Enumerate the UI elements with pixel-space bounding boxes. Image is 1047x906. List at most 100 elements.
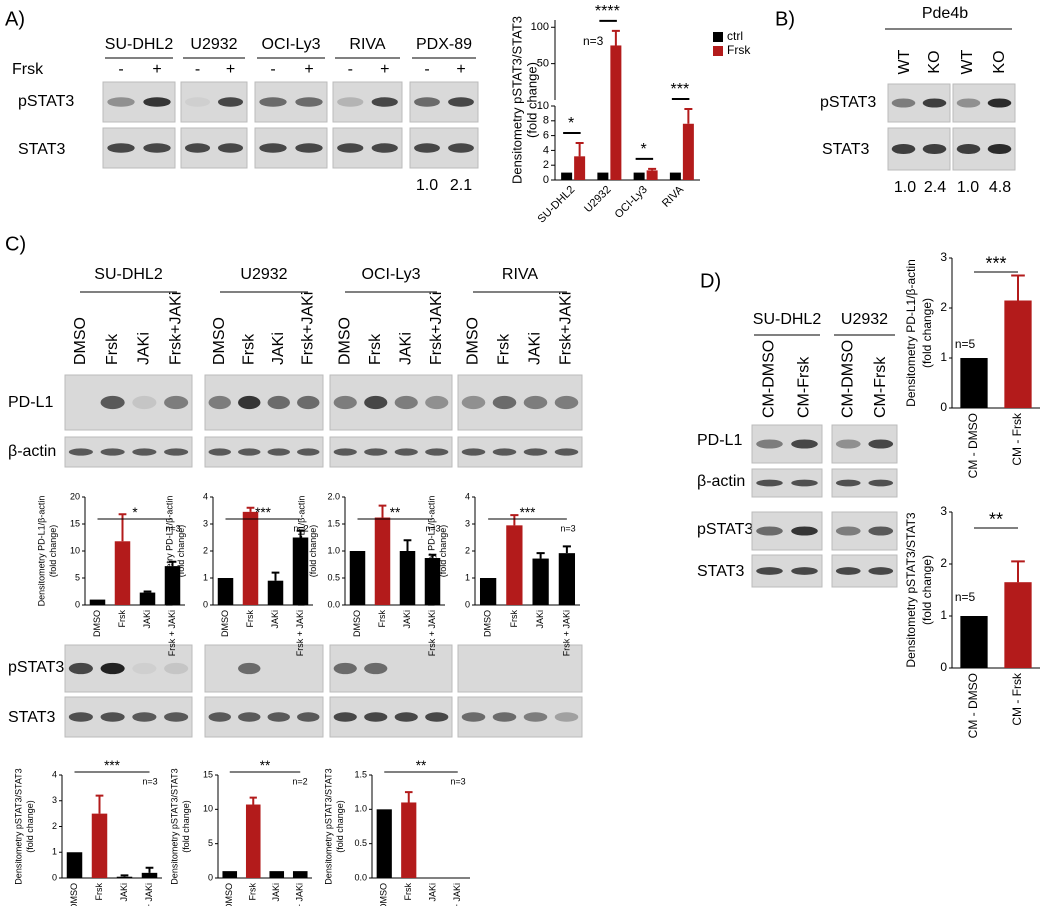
band xyxy=(107,143,135,153)
y-tick-label: 0.0 xyxy=(354,872,367,882)
y-axis-label: Densitometry PD-L1/β-actin xyxy=(36,496,46,607)
x-tick-label: CM - DMSO xyxy=(966,413,980,478)
significance: *** xyxy=(520,505,537,520)
y-axis-label: (fold change) xyxy=(335,800,345,853)
significance: ** xyxy=(260,758,271,773)
lane-label: JAKi xyxy=(397,332,414,365)
cell-line: U2932 xyxy=(841,311,888,328)
y-tick-label: 0.5 xyxy=(354,838,367,848)
y-axis-label: (fold change) xyxy=(920,555,934,625)
y-tick-label: 15 xyxy=(203,769,213,779)
y-tick-label: 2 xyxy=(543,159,549,171)
band xyxy=(238,448,261,456)
n-label: n=5 xyxy=(955,590,976,604)
band xyxy=(164,662,189,675)
band xyxy=(554,712,579,722)
quantification: 2.4 xyxy=(924,179,946,196)
band xyxy=(425,395,449,410)
bar xyxy=(610,45,622,180)
row-label: PD-L1 xyxy=(8,394,53,411)
band xyxy=(492,712,517,722)
band xyxy=(756,479,783,487)
bar xyxy=(164,566,181,605)
x-tick-label: JAKi xyxy=(535,610,545,629)
band xyxy=(394,712,418,722)
band xyxy=(425,712,449,722)
y-tick-label: 50 xyxy=(537,58,549,70)
band xyxy=(364,395,388,410)
error-bar xyxy=(510,514,519,526)
panel-label: C) xyxy=(5,233,26,255)
band xyxy=(333,448,357,456)
band xyxy=(791,567,818,575)
band xyxy=(835,479,861,487)
band xyxy=(756,526,783,536)
cell-line: SU-DHL2 xyxy=(753,311,822,328)
y-tick-label: 0 xyxy=(940,400,947,414)
lane-label: DMSO xyxy=(336,317,353,365)
bar xyxy=(561,172,573,180)
band xyxy=(835,567,861,575)
lane-label: + xyxy=(226,61,235,78)
row-label: pSTAT3 xyxy=(8,659,64,676)
x-tick-label: JAKi xyxy=(119,883,129,902)
band xyxy=(208,448,231,456)
lane-label: DMSO xyxy=(465,317,482,365)
lane-label: JAKi xyxy=(527,332,544,365)
band xyxy=(259,97,287,107)
lane-label: + xyxy=(152,61,161,78)
cell-line: SU-DHL2 xyxy=(105,36,174,53)
x-tick-label: OCI-Ly3 xyxy=(613,184,650,221)
n-label: n=2 xyxy=(293,523,308,533)
row-label: pSTAT3 xyxy=(820,94,876,111)
bar xyxy=(349,551,366,605)
x-tick-label: DMSO xyxy=(224,883,234,906)
band xyxy=(259,143,287,153)
lane-label: Frsk xyxy=(496,333,513,365)
y-tick-label: 0 xyxy=(465,599,470,609)
band xyxy=(238,395,261,410)
legend-label: Frsk xyxy=(727,43,751,57)
error-bar xyxy=(403,539,412,551)
band xyxy=(394,448,418,456)
n-label: n=3 xyxy=(165,523,180,533)
lane-label: KO xyxy=(991,50,1008,73)
band xyxy=(164,448,189,456)
y-tick-label: 5 xyxy=(75,572,80,582)
bar xyxy=(267,580,284,605)
y-axis-label: Densitometry PD-L1/β-actin xyxy=(426,496,436,607)
band xyxy=(68,712,93,722)
y-tick-label: 3 xyxy=(465,518,470,528)
n-label: n=3 xyxy=(450,776,465,786)
significance: *** xyxy=(985,254,1006,274)
band xyxy=(956,143,981,155)
lane-label: + xyxy=(380,61,389,78)
x-tick-label: Frsk xyxy=(94,883,104,901)
x-tick-label: Frsk xyxy=(245,610,255,628)
bar xyxy=(506,525,523,605)
blot xyxy=(204,644,324,693)
lane-label: Frsk xyxy=(104,333,121,365)
y-tick-label: 4 xyxy=(203,491,208,501)
band xyxy=(756,567,783,575)
y-tick-label: 0 xyxy=(543,174,549,186)
band xyxy=(295,97,323,107)
row-label: STAT3 xyxy=(18,141,66,158)
cell-line: RIVA xyxy=(502,266,538,283)
lane-label: Frsk+JAKi xyxy=(299,292,316,365)
y-axis-label: (fold change) xyxy=(48,525,58,578)
error-bar xyxy=(246,506,255,512)
quantification: 2.1 xyxy=(450,177,472,194)
band xyxy=(238,712,261,722)
band xyxy=(891,98,916,108)
y-tick-label: 1.0 xyxy=(354,804,367,814)
y-tick-label: 2.0 xyxy=(327,491,340,501)
x-tick-label: Frsk xyxy=(117,610,127,628)
lane-label: - xyxy=(424,61,429,78)
band xyxy=(791,479,818,487)
lane-label: WT xyxy=(896,49,913,74)
bar xyxy=(1004,300,1032,408)
x-tick-label: Frsk + JAKi xyxy=(144,883,154,906)
x-tick-label: DMSO xyxy=(379,883,389,906)
